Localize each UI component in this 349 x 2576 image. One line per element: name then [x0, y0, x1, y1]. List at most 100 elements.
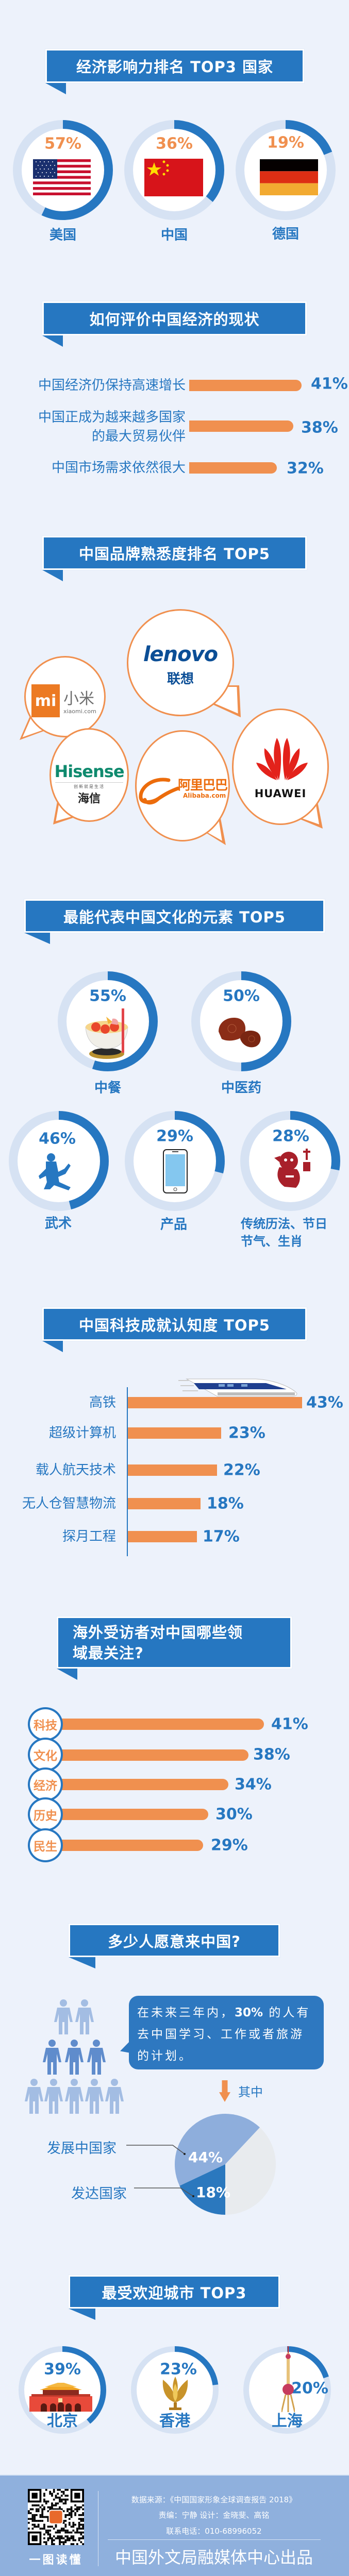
qr-module: [62, 2490, 65, 2493]
qr-module: [59, 2535, 61, 2537]
qr-module: [39, 2514, 42, 2516]
survey-callout: 在未来三年内，30% 的人有去中国学习、工作或者旅游的计划。: [129, 1996, 324, 2069]
people-group-icon: [25, 1999, 124, 2114]
qr-module: [47, 2526, 49, 2528]
qr-module: [41, 2510, 44, 2513]
data-source: 数据来源：《中国国家形象全球调查报告 2018》: [131, 2495, 297, 2504]
section-title: 中国科技成就认知度 TOP5: [79, 1316, 270, 1334]
qr-module: [59, 2537, 61, 2539]
qr-module: [82, 2543, 84, 2545]
banner-tail: [69, 2309, 95, 2320]
section-banner-brands: 中国品牌熟悉度排名 TOP5: [42, 536, 307, 570]
bar-value: 23%: [228, 1424, 265, 1442]
bar-label: 中国正成为越来越多国家: [38, 410, 186, 425]
person-head: [91, 2079, 98, 2086]
person-head: [60, 1999, 67, 2007]
bar: [189, 462, 277, 474]
country-label: 美国: [49, 227, 77, 243]
person-icon: [87, 2040, 106, 2075]
bar: [189, 420, 294, 432]
qr-code[interactable]: [28, 2489, 84, 2545]
qr-module: [62, 2502, 65, 2505]
qr-module: [28, 2521, 30, 2524]
qr-module: [47, 2520, 49, 2522]
qr-module: [60, 2537, 63, 2539]
qr-module: [45, 2531, 47, 2534]
qr-module: [78, 2521, 80, 2524]
qr-module: [60, 2528, 63, 2530]
person-body: [25, 2087, 43, 2114]
qr-module: [60, 2535, 63, 2537]
qr-module: [68, 2537, 71, 2539]
percent-value: 29%: [156, 1127, 193, 1146]
qr-module: [57, 2489, 59, 2491]
tiananmen-icon: [29, 2383, 92, 2412]
qr-module: [64, 2514, 67, 2516]
qr-module: [80, 2514, 82, 2516]
bar-value: 38%: [253, 1745, 290, 1764]
bar: [57, 1719, 264, 1730]
pie-slice-label: 18%: [196, 2184, 231, 2201]
qr-module: [53, 2489, 55, 2491]
person-head: [93, 2040, 100, 2047]
qr-module: [43, 2493, 45, 2495]
qr-module: [49, 2535, 52, 2537]
qr-module: [64, 2541, 67, 2544]
qr-module: [51, 2495, 53, 2497]
qr-module: [31, 2518, 34, 2520]
qr-module: [47, 2516, 49, 2518]
qr-module: [78, 2508, 80, 2511]
pie-slice: [225, 2127, 276, 2215]
qr-module: [37, 2510, 40, 2513]
qr-module: [64, 2526, 67, 2528]
ring-progress-arc: [125, 1111, 225, 1211]
bar-label: 高铁: [89, 1395, 116, 1410]
qr-module: [59, 2498, 61, 2501]
qr-module: [43, 2526, 45, 2528]
qr-module: [70, 2510, 73, 2513]
qr-module: [34, 2526, 36, 2528]
qr-module: [47, 2500, 49, 2503]
qr-finder-core: [31, 2493, 38, 2499]
qr-module: [51, 2526, 53, 2528]
qr-module: [43, 2528, 45, 2530]
qr-module: [80, 2541, 82, 2544]
bar-value: 22%: [223, 1461, 260, 1479]
qr-module: [59, 2529, 61, 2532]
qr-module: [43, 2506, 45, 2508]
pie-slice: [179, 2164, 225, 2215]
qr-module: [43, 2537, 45, 2539]
brand-bubble-hisense: Hisense 创新就是生活 海信: [49, 728, 129, 822]
qr-module: [70, 2508, 73, 2511]
bar-label: 载人航天技术: [35, 1462, 116, 1478]
footer-rule: [108, 2539, 321, 2540]
culture-label: 中餐: [94, 1080, 122, 1096]
lingzhi-mushroom-icon: [219, 1018, 261, 1048]
qr-module: [45, 2489, 47, 2491]
qr-module: [80, 2531, 82, 2534]
qr-module: [41, 2516, 44, 2518]
qr-module: [80, 2537, 82, 2539]
qr-module: [74, 2512, 76, 2514]
banner-tail: [45, 83, 66, 94]
qr-module: [82, 2535, 84, 2537]
qr-module: [53, 2504, 55, 2506]
qr-module: [28, 2512, 30, 2514]
bar-value: 34%: [235, 1775, 272, 1794]
section-title: 如何评价中国经济的现状: [89, 311, 260, 328]
qr-module: [34, 2516, 36, 2518]
producer: 中国外文局融媒体中心出品: [114, 2548, 313, 2567]
ring-progress-arc: [243, 2346, 331, 2434]
credits: 责编：宁静 设计：金晓斐、高铭: [158, 2511, 270, 2520]
qr-module: [70, 2531, 73, 2534]
qr-module: [64, 2502, 67, 2505]
qr-module: [31, 2516, 34, 2518]
qr-module: [82, 2504, 84, 2506]
callout-text: 的人有去中国学习、工作或者旅游的计划。: [137, 2006, 311, 2063]
qr-module: [76, 2529, 78, 2532]
ring-progress-arc: [240, 1111, 340, 1211]
qr-module: [43, 2500, 45, 2503]
banner-tail: [42, 1341, 63, 1352]
qr-module: [41, 2512, 44, 2514]
percent-value: 28%: [272, 1127, 309, 1146]
